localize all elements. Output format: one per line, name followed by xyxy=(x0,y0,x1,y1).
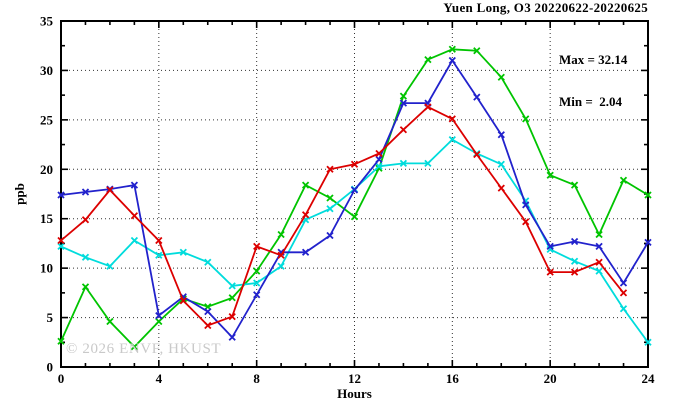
y-tick-label-15: 15 xyxy=(40,211,54,226)
y-tick-label-20: 20 xyxy=(40,162,53,177)
y-tick-label-10: 10 xyxy=(40,261,53,276)
x-tick-label-8: 8 xyxy=(253,371,260,386)
y-axis-label: ppb xyxy=(12,183,27,205)
series-line-cyan-line xyxy=(60,138,649,343)
min-value-label: Min = 2.04 xyxy=(559,94,623,109)
y-tick-label-25: 25 xyxy=(40,112,54,127)
x-tick-label-24: 24 xyxy=(642,371,656,386)
chart-title: Yuen Long, O3 20220622-20220625 xyxy=(443,0,648,15)
x-tick-label-4: 4 xyxy=(156,371,163,386)
series-line-red-line xyxy=(60,105,625,327)
y-tick-label-30: 30 xyxy=(40,63,53,78)
x-tick-label-20: 20 xyxy=(544,371,557,386)
x-tick-label-0: 0 xyxy=(58,371,65,386)
y-tick-label-5: 5 xyxy=(47,310,54,325)
max-min-annotation: Max = 32.14 Min = 2.04 xyxy=(559,25,627,137)
x-tick-label-12: 12 xyxy=(348,371,361,386)
series-markers-red-line xyxy=(57,103,628,330)
watermark: © 2026 ENVF, HKUST xyxy=(66,341,222,357)
x-tick-label-16: 16 xyxy=(446,371,460,386)
y-tick-label-35: 35 xyxy=(40,14,54,29)
y-tick-label-0: 0 xyxy=(47,360,54,375)
max-value-label: Max = 32.14 xyxy=(559,52,628,67)
series-markers-cyan-line xyxy=(57,135,652,346)
x-axis-label: Hours xyxy=(337,386,372,401)
